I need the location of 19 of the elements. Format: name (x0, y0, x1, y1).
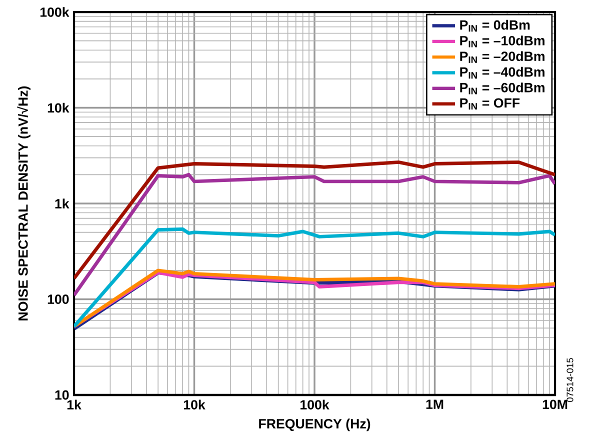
y-tick-label: 1k (55, 198, 70, 208)
y-tick-label: 100 (48, 294, 69, 304)
legend-label: P$_{IN}$ = –20dBm (460, 51, 544, 63)
y-axis-title: NOISE SPECTRAL DENSITY (nV/√Hz) (17, 86, 30, 320)
x-tick-label: 10k (184, 400, 206, 410)
text: 07514-015 (566, 358, 574, 402)
legend-label: P$_{IN}$ = –60dBm (460, 82, 544, 94)
y-tick-label: 100k (40, 7, 70, 17)
y-tick-label: 10 (55, 390, 69, 400)
x-tick-label: 100k (300, 400, 330, 410)
x-tick-label: 1M (426, 400, 444, 409)
legend-label: P$_{IN}$ = –40dBm (460, 66, 544, 79)
x-axis-title: FREQUENCY (Hz) (259, 418, 370, 432)
x-tick-label: 10M (542, 400, 568, 410)
legend-label: P$_{IN}$ = –10dBm (460, 36, 544, 48)
legend-label: P$_{IN}$ = OFF (460, 98, 520, 110)
y-tick-label: 10k (48, 102, 70, 113)
x-tick-label: 1k (67, 400, 82, 410)
legend-label: P$_{IN}$ = 0dBm (460, 20, 530, 32)
